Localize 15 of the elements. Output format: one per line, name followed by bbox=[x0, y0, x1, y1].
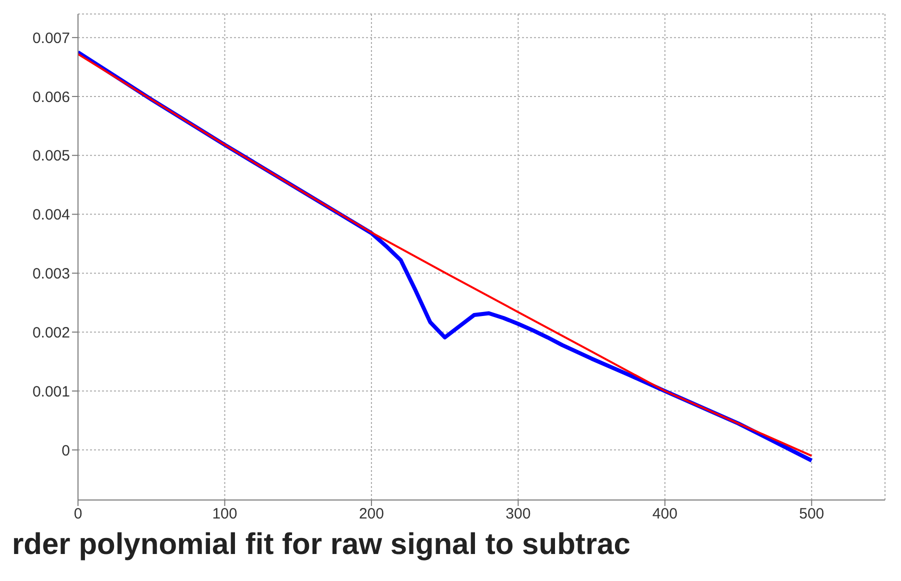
y-tick-label: 0.003 bbox=[32, 266, 70, 283]
y-tick-label: 0.004 bbox=[32, 206, 70, 224]
y-tick-label: 0.001 bbox=[32, 383, 70, 400]
x-tick-label: 300 bbox=[506, 506, 531, 523]
x-tick-label: 400 bbox=[652, 506, 678, 523]
x-tick-label: 100 bbox=[212, 506, 238, 523]
y-tick-label: 0 bbox=[62, 442, 70, 460]
x-tick-label: 0 bbox=[74, 506, 82, 523]
y-tick-label: 0.006 bbox=[32, 88, 70, 106]
x-tick-label: 200 bbox=[358, 506, 384, 523]
y-tick-label: 0.007 bbox=[32, 30, 70, 47]
y-tick-label: 0.005 bbox=[32, 148, 70, 165]
x-tick-label: 500 bbox=[799, 506, 824, 523]
y-tick-label: 0.002 bbox=[32, 324, 70, 342]
text: rder polynomial fit for raw signal to subtrac bbox=[11, 528, 632, 562]
